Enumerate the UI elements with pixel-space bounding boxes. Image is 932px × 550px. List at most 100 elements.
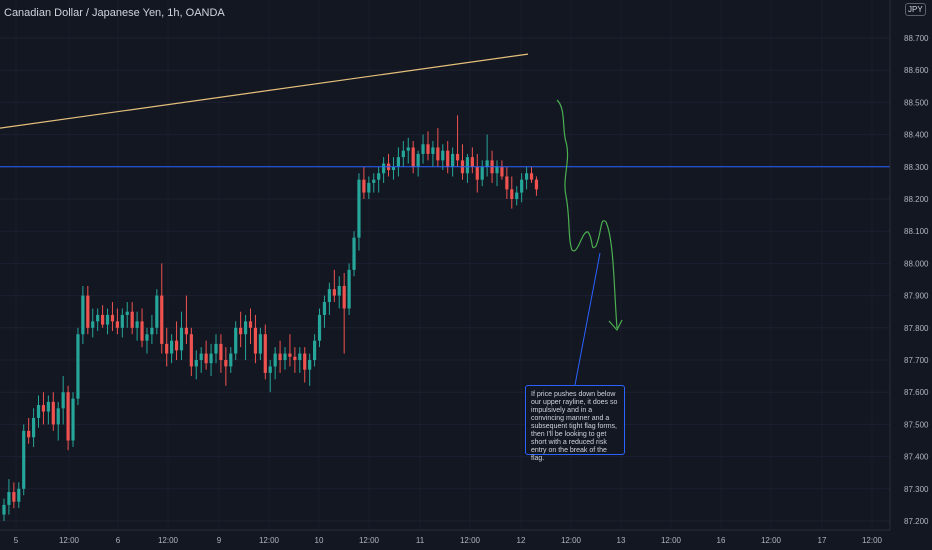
candle-body: [362, 179, 366, 193]
candle-body: [426, 144, 430, 154]
candle-body: [145, 334, 149, 341]
candle-body: [500, 166, 504, 177]
candle-body: [357, 179, 361, 238]
price-tick-label: 87.500: [904, 420, 929, 429]
candle-body: [529, 173, 534, 180]
candle-body: [505, 176, 509, 190]
candle-body: [406, 147, 410, 151]
candle-body: [66, 392, 70, 441]
candle-body: [303, 353, 307, 370]
candle-body: [239, 327, 243, 335]
candle-body: [184, 327, 189, 335]
trend-line[interactable]: [0, 53, 529, 129]
time-tick-label: 11: [416, 536, 425, 545]
candle-body: [352, 237, 356, 270]
time-tick-label: 12:00: [561, 536, 582, 545]
price-tick-label: 88.600: [904, 66, 929, 75]
price-tick-label: 87.400: [904, 453, 929, 462]
candle-body: [61, 392, 65, 409]
price-tick-label: 88.300: [904, 163, 929, 172]
price-tick-label: 87.600: [904, 388, 929, 397]
price-tick-label: 88.500: [904, 98, 929, 107]
candle-body: [2, 504, 6, 515]
candle-body: [160, 295, 164, 344]
candle-body: [51, 401, 55, 425]
candle-body: [283, 353, 287, 360]
candle-body: [27, 430, 31, 438]
candle-body: [229, 353, 233, 367]
price-tick-label: 88.400: [904, 131, 929, 140]
price-axis[interactable]: 88.700 88.600 88.500 88.400 88.300 88.200 88.1…: [904, 34, 929, 526]
candle-body: [96, 314, 100, 322]
candle-body: [150, 327, 154, 335]
candle-body: [475, 166, 479, 180]
price-tick-label: 88.200: [904, 195, 929, 204]
candle-body: [317, 314, 322, 341]
candle-body: [110, 314, 115, 322]
candle-body: [451, 153, 455, 167]
candle-body: [165, 343, 169, 354]
candle-body: [480, 166, 484, 180]
candle-body: [436, 147, 440, 161]
chart-title: Canadian Dollar / Japanese Yen, 1h, OAND…: [4, 7, 225, 19]
candle-body: [327, 289, 331, 303]
projection-path[interactable]: [556, 99, 618, 329]
candle-body: [71, 398, 75, 441]
candle-body: [31, 417, 36, 438]
grid-lines: [0, 37, 890, 522]
candle-body: [372, 179, 376, 183]
candle-body: [416, 153, 420, 167]
price-tick-label: 88.100: [904, 227, 929, 236]
candle-body: [214, 343, 218, 354]
time-tick-label: 13: [617, 536, 626, 545]
currency-badge[interactable]: JPY: [905, 3, 926, 16]
candle-body: [17, 488, 21, 502]
time-tick-label: 10: [315, 536, 324, 545]
candle-body: [298, 353, 302, 360]
candle-body: [367, 182, 371, 193]
candle-body: [308, 360, 312, 370]
candle-body: [76, 334, 80, 399]
candle-body: [243, 321, 248, 335]
candle-body: [224, 360, 228, 367]
candle-body: [421, 144, 425, 154]
time-tick-label: 12: [517, 536, 526, 545]
candle-body: [170, 340, 174, 354]
candle-body: [347, 269, 351, 309]
candle-body: [258, 334, 262, 354]
candle-body: [441, 150, 445, 161]
candle-body: [465, 157, 470, 174]
candle-body: [396, 157, 400, 167]
candle-body: [86, 295, 90, 328]
candle-body: [115, 321, 119, 328]
candle-body: [273, 353, 277, 367]
candle-body: [125, 311, 129, 315]
annotation-note[interactable]: If price pushes down below our upper ray…: [525, 385, 625, 462]
candle-body: [431, 147, 435, 154]
candle-body: [7, 492, 11, 505]
time-tick-label: 9: [217, 536, 222, 545]
candle-body: [12, 492, 16, 502]
time-tick-label: 12:00: [259, 536, 280, 545]
price-tick-label: 88.000: [904, 259, 929, 268]
candle-body: [534, 179, 539, 190]
candle-body: [342, 285, 346, 309]
candle-body: [263, 334, 267, 373]
candle-body: [22, 430, 26, 489]
time-tick-label: 12:00: [761, 536, 782, 545]
candle-body: [174, 340, 179, 351]
candle-body: [470, 157, 474, 167]
price-tick-label: 88.700: [904, 34, 929, 43]
candle-body: [495, 166, 499, 174]
candle-body: [219, 343, 223, 360]
time-tick-label: 16: [717, 536, 726, 545]
candle-body: [105, 314, 110, 325]
price-tick-label: 87.800: [904, 324, 929, 333]
candle-body: [204, 353, 208, 364]
candle-body: [510, 189, 514, 199]
candle-body: [130, 311, 134, 328]
time-tick-label: 12:00: [661, 536, 682, 545]
time-axis[interactable]: 5 12:00 6 12:00 9 12:00 10 12:00 11 12:00 12 12:00 1…: [14, 536, 883, 545]
